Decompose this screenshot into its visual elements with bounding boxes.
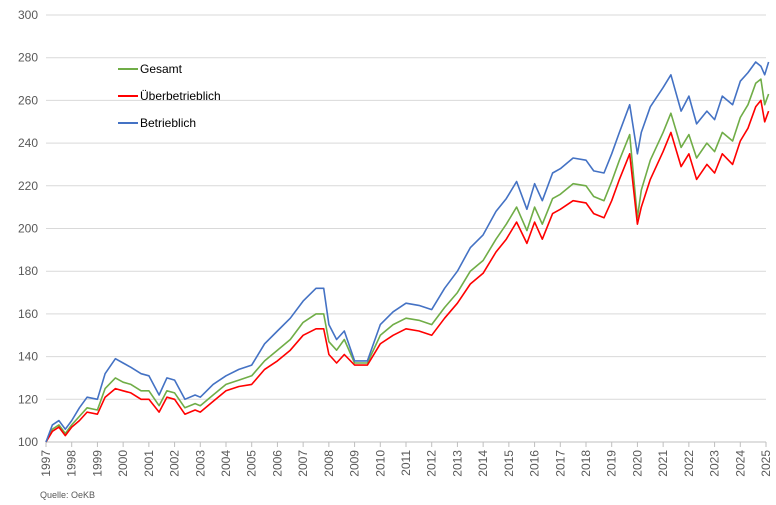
- gridlines: [46, 14, 766, 443]
- series-line-betrieblich: [45, 61, 770, 443]
- series-line-gesamt: [45, 78, 770, 443]
- x-tick-label: 1999: [90, 450, 104, 477]
- y-axis: 100 120 140 160 180 200 220 240 260 280 300: [18, 8, 38, 449]
- x-tick-label: 2023: [708, 450, 722, 477]
- legend-label-ueberbetrieblich: Überbetrieblich: [140, 89, 221, 103]
- x-tick-label: 2017: [553, 450, 567, 477]
- x-tick-label: 1998: [65, 450, 79, 477]
- x-tick-label: 2024: [733, 450, 747, 477]
- x-tick-label: 2008: [322, 450, 336, 477]
- x-tick-label: 2013: [450, 450, 464, 477]
- x-tick-label: 2025: [759, 450, 773, 477]
- x-tick-label: 2010: [373, 450, 387, 477]
- y-tick-label: 160: [18, 307, 38, 321]
- y-tick-label: 100: [18, 435, 38, 449]
- x-tick-label: 2019: [605, 450, 619, 477]
- x-tick-label: 2009: [348, 450, 362, 477]
- y-tick-label: 260: [18, 93, 38, 107]
- y-tick-label: 180: [18, 264, 38, 278]
- x-tick-label: 2011: [399, 450, 413, 476]
- x-tick-label: 2004: [219, 450, 233, 477]
- x-tick-label: 2022: [682, 450, 696, 477]
- x-tick-label: 2020: [630, 450, 644, 477]
- y-tick-label: 240: [18, 136, 38, 150]
- x-tick-label: 2000: [116, 450, 130, 477]
- x-axis: 1997 1998 1999 2000 2001 2002 2003 2004 2005 2006…: [39, 442, 773, 477]
- source-note: Quelle: OeKB: [40, 490, 96, 500]
- x-tick-label: 2015: [502, 450, 516, 477]
- y-tick-label: 280: [18, 51, 38, 65]
- y-tick-label: 300: [18, 8, 38, 22]
- series-line-ueberbetrieblich: [45, 99, 770, 443]
- legend-label-gesamt: Gesamt: [140, 62, 183, 76]
- x-tick-label: 2012: [425, 450, 439, 477]
- x-tick-label: 2006: [270, 450, 284, 477]
- x-tick-label: 2003: [193, 450, 207, 477]
- y-tick-label: 140: [18, 350, 38, 364]
- legend-label-betrieblich: Betrieblich: [140, 116, 196, 130]
- x-tick-label: 2014: [476, 450, 490, 477]
- x-tick-label: 2007: [296, 450, 310, 477]
- series-lines: [45, 61, 770, 443]
- x-tick-label: 2005: [245, 450, 259, 477]
- x-tick-label: 2002: [168, 450, 182, 477]
- x-tick-label: 2016: [528, 450, 542, 477]
- legend: Gesamt Überbetrieblich Betrieblich: [118, 62, 221, 130]
- y-tick-label: 220: [18, 179, 38, 193]
- y-tick-label: 120: [18, 392, 38, 406]
- x-tick-label: 1997: [39, 450, 53, 477]
- x-tick-label: 2021: [656, 450, 670, 477]
- y-tick-label: 200: [18, 222, 38, 236]
- x-tick-label: 2018: [579, 450, 593, 477]
- x-tick-label: 2001: [142, 450, 156, 477]
